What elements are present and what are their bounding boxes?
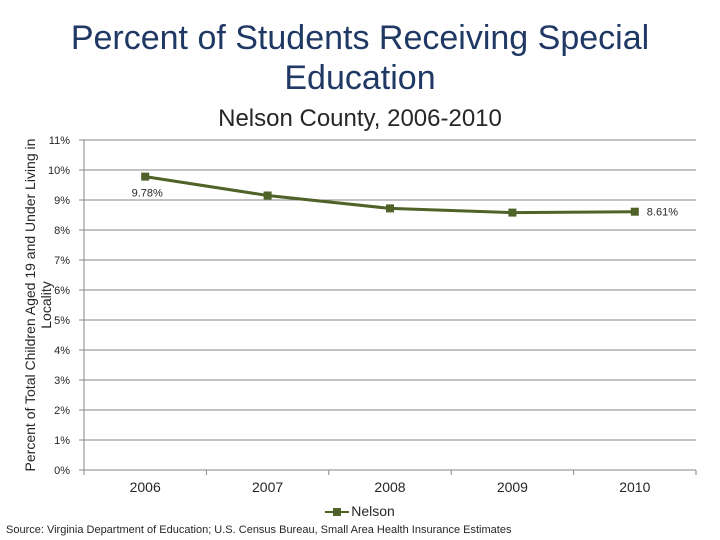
x-tick-label-2009: 2009 [497,479,528,495]
source-note: Source: Virginia Department of Education… [6,524,512,536]
x-tick-label-2008: 2008 [374,479,405,495]
y-tick-label-2: 2% [54,405,70,417]
data-label-2006: 9.78% [132,188,163,200]
legend-label-nelson: Nelson [351,503,395,519]
y-tick-label-11: 11% [49,135,70,147]
y-tick-label-0: 0% [54,465,70,477]
x-tick-label-2006: 2006 [130,479,161,495]
data-point-2007 [263,191,272,200]
y-tick-label-8: 8% [54,225,70,237]
data-point-2006 [141,172,150,181]
x-tick-label-2010: 2010 [619,479,650,495]
y-tick-label-1: 1% [54,435,70,447]
legend: Nelson [0,503,720,519]
y-tick-label-5: 5% [54,315,70,327]
data-point-2008 [386,204,394,213]
y-tick-label-10: 10% [48,165,70,177]
y-tick-label-9: 9% [54,195,70,207]
chart-title: Percent of Students Receiving Special Ed… [70,19,650,97]
y-tick-label-4: 4% [54,345,70,357]
data-label-2010: 8.61% [647,207,678,219]
data-point-2010 [630,207,639,216]
y-tick-label-6: 6% [54,285,70,297]
data-point-2009 [508,208,517,217]
x-tick-label-2007: 2007 [252,479,283,495]
legend-swatch-nelson [325,507,350,517]
y-tick-label-7: 7% [54,255,70,267]
y-tick-label-3: 3% [54,375,70,387]
chart-subtitle: Nelson County, 2006-2010 [218,105,502,132]
